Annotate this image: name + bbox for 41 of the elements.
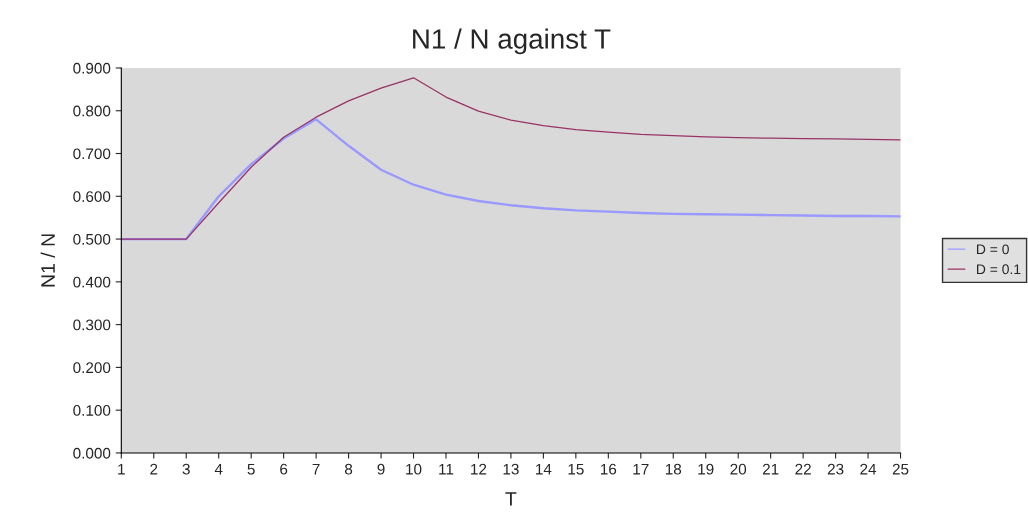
x-tick-label: 7 <box>312 463 320 475</box>
y-tick-label: 0.300 <box>73 319 111 331</box>
legend-label: D = 0 <box>977 244 1009 255</box>
x-tick-label: 20 <box>730 463 747 475</box>
x-tick-label: 8 <box>344 463 353 475</box>
x-tick-label: 17 <box>633 463 649 475</box>
y-tick-label: 0.400 <box>73 276 111 288</box>
x-tick-label: 5 <box>247 463 255 475</box>
x-axis-title: T <box>505 492 517 506</box>
x-tick-label: 9 <box>377 463 385 475</box>
line-series <box>121 77 901 240</box>
x-tick-label: 4 <box>214 463 223 475</box>
y-tick-label: 0.500 <box>73 233 111 245</box>
x-tick-label: 3 <box>182 463 190 475</box>
x-tick-label: 13 <box>503 463 519 475</box>
y-axis-title: N1 / N <box>40 234 55 287</box>
x-tick-label: 16 <box>600 463 617 475</box>
y-tick-label: 0.700 <box>73 148 111 160</box>
legend-label: D = 0.1 <box>977 264 1021 275</box>
x-tick-label: 22 <box>795 463 811 475</box>
x-tick-label: 6 <box>280 463 288 475</box>
x-tick-label: 18 <box>665 463 682 475</box>
y-tick-label: 0.100 <box>73 405 111 416</box>
x-tick-label: 11 <box>439 463 454 475</box>
chart-title: N1 / N against T <box>413 28 611 55</box>
y-tick-label: 0.900 <box>73 62 111 74</box>
x-tick-label: 14 <box>536 463 552 475</box>
y-tick-label: 0.200 <box>73 362 111 374</box>
x-tick-label: 24 <box>860 463 877 475</box>
x-tick-label: 15 <box>568 463 584 475</box>
x-tick-label: 21 <box>762 463 779 475</box>
x-tick-label: 10 <box>406 463 422 475</box>
y-tick-label: 0.000 <box>73 447 111 459</box>
x-tick-label: 19 <box>698 463 714 475</box>
y-tick-label: 0.600 <box>73 191 111 202</box>
x-tick-label: 2 <box>150 463 158 475</box>
x-tick-label: 23 <box>827 463 844 475</box>
y-tick-label: 0.800 <box>73 105 111 117</box>
x-tick-label: 12 <box>471 463 487 475</box>
x-tick-label: 25 <box>892 463 909 475</box>
x-tick-label: 1 <box>118 463 125 475</box>
